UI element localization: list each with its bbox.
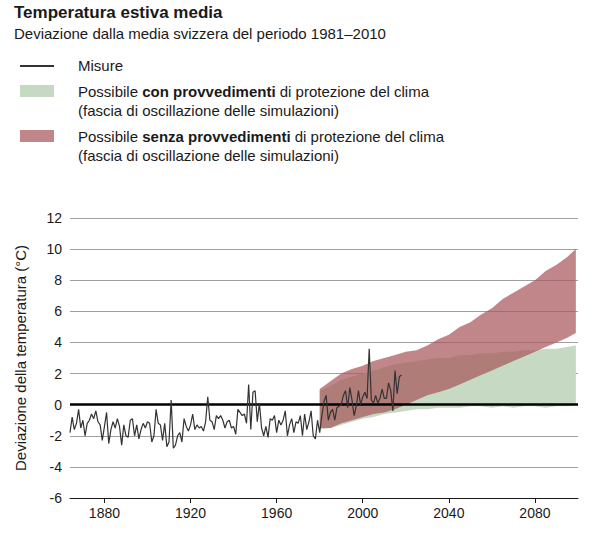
- svg-text:10: 10: [46, 241, 62, 257]
- svg-text:8: 8: [54, 272, 62, 288]
- svg-text:Deviazione della temperatura (: Deviazione della temperatura (°C): [12, 245, 29, 471]
- svg-text:0: 0: [54, 397, 62, 413]
- html-text:(fascia di oscillazione delle: (fascia di oscillazione delle simulazion…: [78, 102, 339, 119]
- html-text:Deviazione dalla media svizzer: Deviazione dalla media svizzera del peri…: [14, 25, 386, 42]
- html-text:Misure: Misure: [78, 57, 123, 74]
- html-text:(fascia di oscillazione delle: (fascia di oscillazione delle simulazion…: [78, 147, 339, 164]
- svg-text:-4: -4: [50, 459, 63, 475]
- html-text:Possibile con provvedimenti di: Possibile con provvedimenti di protezion…: [78, 83, 429, 100]
- html-text:Possibile senza provvedimenti: Possibile senza provvedimenti di protezi…: [78, 128, 444, 145]
- svg-text:-2: -2: [50, 428, 63, 444]
- svg-text:1960: 1960: [261, 505, 292, 521]
- svg-text:1920: 1920: [175, 505, 206, 521]
- svg-text:4: 4: [54, 334, 62, 350]
- svg-text:2080: 2080: [519, 505, 550, 521]
- svg-text:12: 12: [46, 210, 62, 226]
- svg-text:-6: -6: [50, 490, 63, 506]
- svg-text:1880: 1880: [89, 505, 120, 521]
- svg-text:2: 2: [54, 366, 62, 382]
- html-text:Temperatura estiva media: Temperatura estiva media: [14, 3, 223, 22]
- svg-text:6: 6: [54, 303, 62, 319]
- svg-text:2040: 2040: [433, 505, 464, 521]
- svg-text:2000: 2000: [347, 505, 378, 521]
